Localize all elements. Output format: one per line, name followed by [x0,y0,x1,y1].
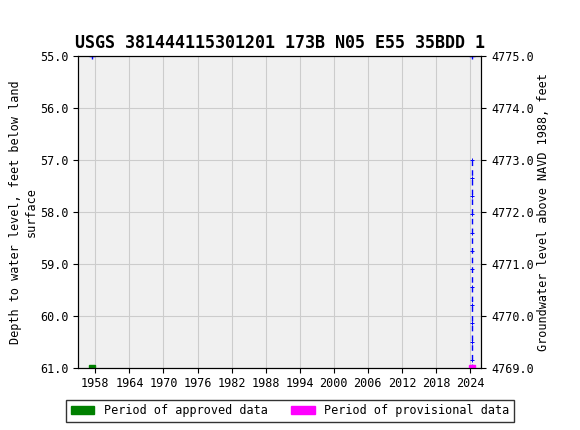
Y-axis label: Groundwater level above NAVD 1988, feet: Groundwater level above NAVD 1988, feet [536,73,550,351]
Y-axis label: Depth to water level, feet below land
surface: Depth to water level, feet below land su… [9,80,37,344]
Bar [3,3,55,42]
Text: USGS: USGS [22,14,66,31]
Text: ▒: ▒ [3,4,21,41]
Title: USGS 381444115301201 173B N05 E55 35BDD 1: USGS 381444115301201 173B N05 E55 35BDD … [75,34,485,52]
Legend: Period of approved data, Period of provisional data: Period of approved data, Period of provi… [66,399,514,422]
